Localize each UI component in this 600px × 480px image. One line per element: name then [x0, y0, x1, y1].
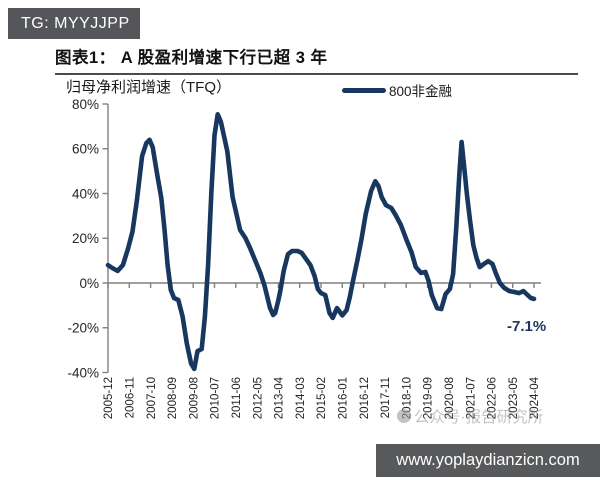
- x-axis-tick-label: 2015-02: [316, 377, 328, 419]
- x-axis-tick-label: 2005-12: [103, 377, 115, 419]
- y-axis-tick-label: 60%: [72, 142, 99, 157]
- y-axis-tick-label: 20%: [72, 231, 99, 246]
- y-axis-tick-label: 0%: [79, 276, 99, 291]
- watermark-group: 公众号·报告研究所: [397, 408, 543, 426]
- x-axis-tick-label: 2006-11: [125, 377, 137, 418]
- y-axis-tick-label: 40%: [72, 186, 99, 201]
- chart-legend: 800非金融: [342, 80, 452, 100]
- x-axis-tick-label: 2016-01: [338, 377, 350, 419]
- x-axis-tick-label: 2007-10: [146, 377, 158, 419]
- x-axis-tick-label: 2008-09: [167, 377, 179, 419]
- watermark-url-text: www.yoplaydianzicn.com: [396, 451, 580, 469]
- tg-badge: TG: MYYJJPP: [8, 8, 140, 39]
- x-axis-tick-label: 2020-08: [444, 377, 456, 419]
- x-axis-tick-label: 2013-04: [274, 376, 286, 419]
- x-axis-tick-label: 2018-10: [401, 377, 413, 419]
- x-axis-tick-label: 2023-05: [508, 377, 520, 419]
- legend-series-label: 800非金融: [389, 84, 453, 99]
- x-axis-tick-label: 2021-07: [465, 377, 477, 419]
- figure-title: 图表1： A 股盈利增速下行已超 3 年: [55, 44, 578, 75]
- x-axis-tick-label: 2016-12: [359, 377, 371, 419]
- legend-line-marker: [342, 87, 386, 93]
- x-axis-tick-label: 2019-09: [423, 377, 435, 419]
- watermark-text: 公众号·报告研究所: [414, 408, 543, 426]
- y-axis-tick-label: 80%: [72, 97, 99, 112]
- x-axis-tick-label: 2009-08: [188, 377, 200, 419]
- x-axis-tick-label: 2024-04: [529, 376, 541, 419]
- x-axis-tick-label: 2012-05: [252, 377, 264, 419]
- x-axis-tick-label: 2011-06: [231, 377, 243, 418]
- watermark-logo-icon: [397, 409, 411, 423]
- end-value-annotation: -7.1%: [507, 318, 546, 335]
- tg-badge-text: TG: MYYJJPP: [21, 15, 130, 32]
- x-axis-tick-label: 2022-06: [487, 377, 499, 419]
- x-axis-tick-label: 2014-03: [295, 377, 307, 419]
- x-axis-tick-label: 2010-07: [210, 377, 222, 419]
- series-line-800-nonfinancial: [105, 112, 537, 372]
- y-axis-tick-label: -40%: [67, 365, 99, 380]
- chart-subtitle: 归母净利润增速（TFQ）: [66, 79, 231, 96]
- x-axis-tick-label: 2017-11: [380, 377, 392, 418]
- watermark-url-bar: www.yoplaydianzicn.com: [376, 444, 600, 477]
- y-axis-tick-label: -20%: [67, 321, 99, 336]
